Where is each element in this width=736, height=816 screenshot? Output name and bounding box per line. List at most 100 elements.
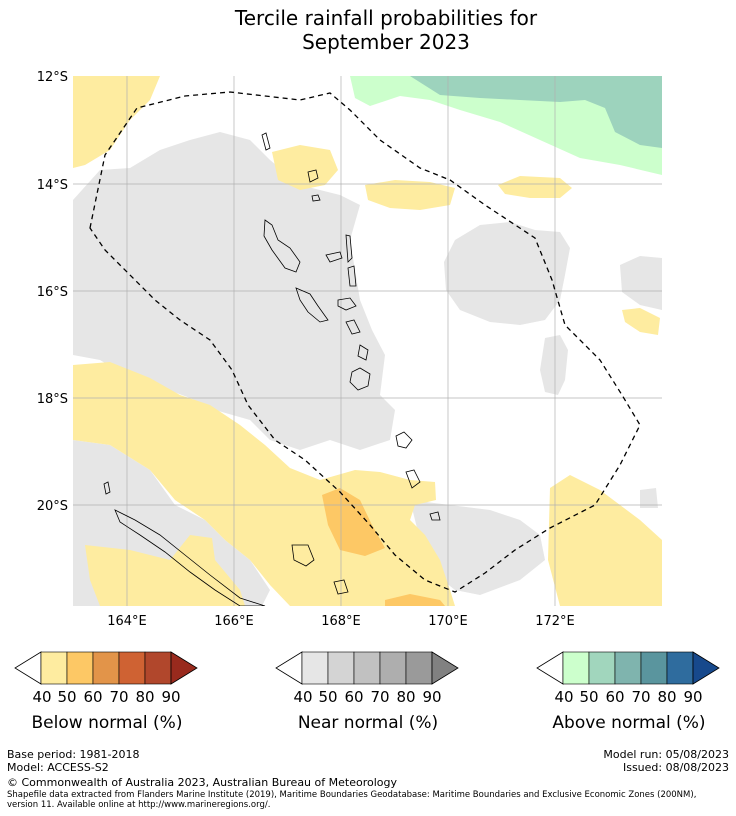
cb-below-segment-1: [40, 651, 68, 685]
below-normal-region-southeast: [548, 475, 662, 606]
probability-field: [73, 76, 662, 606]
cb-above-segment-1: [562, 651, 590, 685]
above-normal-region-north-inner: [410, 76, 662, 148]
cb-near-tick-50: 50: [318, 688, 337, 706]
cb-below-tick-60: 60: [83, 688, 102, 706]
island-small-2: [345, 319, 361, 335]
cb-near-over-triangle: [431, 651, 459, 685]
below-normal-region-northwest: [73, 76, 160, 168]
cb-below-segment-3: [92, 651, 120, 685]
below-normal-region-south-tip: [385, 594, 445, 606]
island-maré: [395, 431, 413, 449]
cb-near-tick-40: 40: [293, 688, 312, 706]
cb-above-tick-80: 80: [657, 688, 676, 706]
shapefile-note: Shapefile data extracted from Flanders M…: [7, 790, 697, 810]
cb-below-tick-50: 50: [57, 688, 76, 706]
copyright: © Commonwealth of Australia 2023, Austra…: [7, 776, 397, 789]
lat-label-14s: 14°S: [37, 178, 68, 193]
island-north-2: [311, 194, 321, 202]
cb-below-title: Below normal (%): [32, 713, 183, 733]
cb-above-segment-4: [640, 651, 668, 685]
cb-above-tick-60: 60: [605, 688, 624, 706]
cb-below-tick-70: 70: [109, 688, 128, 706]
colorbar-above-ticks: 40 50 60 70 80 90: [554, 688, 702, 706]
island-north-3: [261, 132, 271, 151]
cb-near-tick-60: 60: [344, 688, 363, 706]
below-normal-region-south-west-band: [85, 535, 245, 606]
cb-near-tick-90: 90: [422, 688, 441, 706]
cb-near-tick-80: 80: [396, 688, 415, 706]
cb-below-segment-5: [144, 651, 172, 685]
lat-label-18s: 18°S: [37, 392, 68, 407]
near-normal-region-mid-east: [540, 335, 568, 395]
island-ouvea: [429, 511, 441, 521]
map-title: Tercile rainfall probabilities for Septe…: [234, 6, 538, 54]
below-normal-region-north-centre: [365, 180, 455, 210]
lat-label-16s: 16°S: [37, 285, 68, 300]
island-isle-of-pines: [333, 579, 349, 595]
cb-above-over-triangle: [692, 651, 720, 685]
gridlines: [73, 76, 662, 606]
model-name: Model: ACCESS-S2: [7, 761, 109, 774]
cb-below-under-triangle: [14, 651, 42, 685]
cb-below-tick-80: 80: [135, 688, 154, 706]
colorbar-above-normal: 40 50 60 70 80 90 Above normal (%): [536, 651, 720, 733]
colorbar-below-normal: 40 50 60 70 80 90 Below normal (%): [14, 651, 198, 733]
cb-above-tick-70: 70: [631, 688, 650, 706]
island-erromango: [357, 344, 369, 361]
above-normal-region-north: [350, 76, 662, 175]
cb-below-tick-90: 90: [161, 688, 180, 706]
cb-near-segment-3: [353, 651, 381, 685]
cb-below-over-triangle: [170, 651, 198, 685]
island-loyalty-south: [291, 544, 315, 567]
cb-above-segment-3: [614, 651, 642, 685]
lon-label-166e: 166°E: [214, 614, 254, 629]
island-pentecost: [345, 234, 353, 263]
issued-date: Issued: 08/08/2023: [622, 761, 729, 774]
lon-label-170e: 170°E: [428, 614, 468, 629]
below-normal-region-north: [272, 145, 338, 190]
colorbar-near-normal: 40 50 60 70 80 90 Near normal (%): [275, 651, 459, 733]
island-espiritu-santo: [263, 219, 301, 273]
cb-above-tick-50: 50: [579, 688, 598, 706]
colorbar-below-ticks: 40 50 60 70 80 90: [32, 688, 180, 706]
cb-below-segment-4: [118, 651, 146, 685]
near-normal-region-far-east: [620, 256, 662, 310]
lon-label-172e: 172°E: [535, 614, 575, 629]
island-north-1: [307, 169, 319, 183]
longitude-labels: 164°E 166°E 168°E 170°E 172°E: [107, 614, 575, 629]
island-small-1: [347, 265, 357, 287]
island-efate: [337, 297, 357, 311]
lat-label-12s: 12°S: [37, 70, 68, 85]
cb-near-under-triangle: [275, 651, 303, 685]
below-normal-region-east-small: [622, 308, 660, 335]
cb-near-title: Near normal (%): [298, 713, 438, 733]
cb-below-tick-40: 40: [32, 688, 51, 706]
colorbar-near-ticks: 40 50 60 70 80 90: [293, 688, 441, 706]
island-ambae: [325, 251, 343, 263]
lon-label-164e: 164°E: [107, 614, 147, 629]
lon-label-168e: 168°E: [321, 614, 361, 629]
cb-near-segment-2: [327, 651, 355, 685]
cb-above-under-triangle: [536, 651, 564, 685]
latitude-labels: 12°S 14°S 16°S 18°S 20°S: [37, 70, 68, 514]
model-run: Model run: 05/08/2023: [603, 748, 729, 761]
below-normal-region-northeast: [498, 176, 572, 198]
cb-near-segment-4: [379, 651, 407, 685]
eez-boundary: [89, 91, 641, 593]
cb-above-tick-40: 40: [554, 688, 573, 706]
cb-above-segment-5: [666, 651, 694, 685]
cb-near-segment-5: [405, 651, 433, 685]
cb-above-tick-90: 90: [683, 688, 702, 706]
island-tanna: [349, 367, 371, 391]
lat-label-20s: 20°S: [37, 499, 68, 514]
cb-above-segment-2: [588, 651, 616, 685]
near-normal-region-east: [444, 222, 570, 325]
cb-below-segment-2: [66, 651, 94, 685]
cb-near-tick-70: 70: [370, 688, 389, 706]
island-lifou: [405, 469, 421, 489]
cb-above-title: Above normal (%): [552, 713, 705, 733]
island-new-caledonia: [114, 509, 266, 606]
cb-near-segment-1: [301, 651, 329, 685]
